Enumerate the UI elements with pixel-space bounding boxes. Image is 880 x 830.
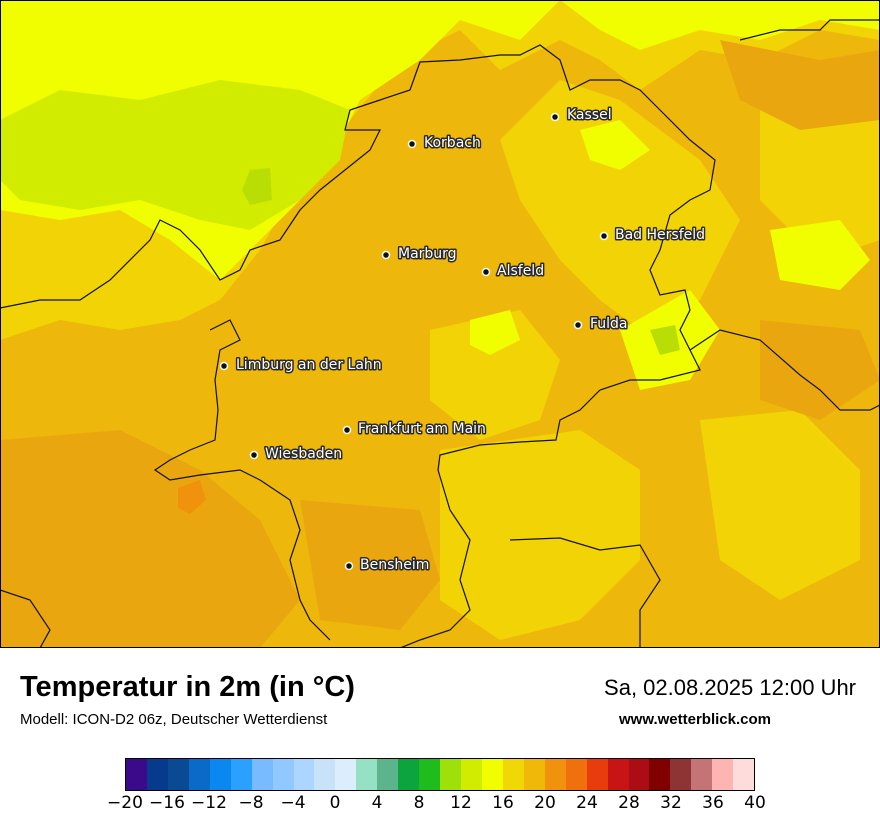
legend-swatch [356, 759, 378, 790]
legend-swatch [502, 759, 524, 790]
city-marker-limburg: Limburg an der Lahn [219, 356, 383, 375]
legend-swatch [126, 759, 147, 790]
legend-tick-label: 12 [450, 793, 472, 813]
legend-tick-label: 36 [702, 793, 724, 813]
city-marker-alsfeld: Alsfeld [481, 262, 546, 281]
svg-text:Korbach: Korbach [424, 135, 481, 151]
svg-text:Bad Hersfeld: Bad Hersfeld [615, 227, 705, 243]
legend-swatch [335, 759, 357, 790]
color-legend-ticks: −20 −16 −12 −8 −4 0 4 8 12 16 20 24 28 32 36 40 [107, 793, 766, 823]
legend-swatch [188, 759, 210, 790]
svg-text:Frankfurt am Main: Frankfurt am Main [358, 421, 486, 437]
city-marker-bensheim: Bensheim [344, 556, 431, 575]
legend-tick-label: −4 [280, 793, 306, 813]
legend-swatch [628, 759, 650, 790]
legend-swatch [607, 759, 629, 790]
city-marker-kassel: Kassel [550, 106, 613, 125]
legend-swatch [523, 759, 545, 790]
legend-swatch [314, 759, 336, 790]
svg-text:Limburg an der Lahn: Limburg an der Lahn [236, 357, 382, 373]
legend-tick-label: 28 [618, 793, 640, 813]
color-legend [125, 758, 755, 791]
legend-swatch [586, 759, 608, 790]
city-marker-fulda: Fulda [573, 315, 629, 334]
legend-tick-label: 24 [576, 793, 598, 813]
legend-swatch [167, 759, 189, 790]
legend-swatch [251, 759, 273, 790]
legend-tick-label: −12 [191, 793, 227, 813]
svg-text:Wiesbaden: Wiesbaden [265, 446, 342, 462]
city-marker-wiesbaden: Wiesbaden [249, 445, 344, 464]
city-marker-korbach: Korbach [407, 134, 482, 153]
map-title: Temperatur in 2m (in °C) [20, 671, 355, 703]
svg-text:Bensheim: Bensheim [360, 557, 429, 573]
svg-text:Alsfeld: Alsfeld [497, 263, 544, 279]
legend-swatch [419, 759, 441, 790]
legend-swatch [293, 759, 315, 790]
svg-text:Fulda: Fulda [590, 316, 628, 332]
svg-text:Marburg: Marburg [398, 246, 457, 262]
legend-tick-label: 8 [413, 793, 425, 813]
svg-text:Kassel: Kassel [567, 107, 612, 123]
city-marker-marburg: Marburg [381, 245, 458, 264]
website-credit: www.wetterblick.com [619, 711, 771, 728]
legend-swatch [272, 759, 294, 790]
model-info: Modell: ICON-D2 06z, Deutscher Wetterdie… [20, 711, 328, 728]
legend-tick-label: 4 [371, 793, 383, 813]
city-marker-bad-hersfeld: Bad Hersfeld [599, 226, 707, 245]
legend-swatch [440, 759, 461, 790]
legend-swatch [649, 759, 671, 790]
legend-tick-label: 16 [492, 793, 514, 813]
legend-tick-label: 0 [329, 793, 341, 813]
legend-tick-label: −8 [238, 793, 264, 813]
legend-swatch [712, 759, 734, 790]
legend-swatch [377, 759, 399, 790]
legend-swatch [733, 759, 755, 790]
legend-swatch [230, 759, 252, 790]
legend-tick-label: 40 [744, 793, 766, 813]
legend-swatch [544, 759, 566, 790]
city-marker-frankfurt: Frankfurt am Main [342, 420, 487, 439]
legend-tick-label: −20 [107, 793, 143, 813]
legend-swatch [565, 759, 587, 790]
legend-tick-label: 32 [660, 793, 682, 813]
legend-swatch [209, 759, 231, 790]
legend-tick-label: −16 [149, 793, 185, 813]
legend-swatch [481, 759, 503, 790]
temperature-map: Kassel Korbach Bad Hersfeld Marburg Alsf… [0, 0, 880, 648]
valid-time: Sa, 02.08.2025 12:00 Uhr [604, 675, 856, 700]
legend-swatch [146, 759, 168, 790]
legend-swatch [670, 759, 692, 790]
legend-swatch [398, 759, 420, 790]
legend-tick-label: 20 [534, 793, 556, 813]
legend-swatch [461, 759, 482, 790]
legend-swatch [691, 759, 713, 790]
